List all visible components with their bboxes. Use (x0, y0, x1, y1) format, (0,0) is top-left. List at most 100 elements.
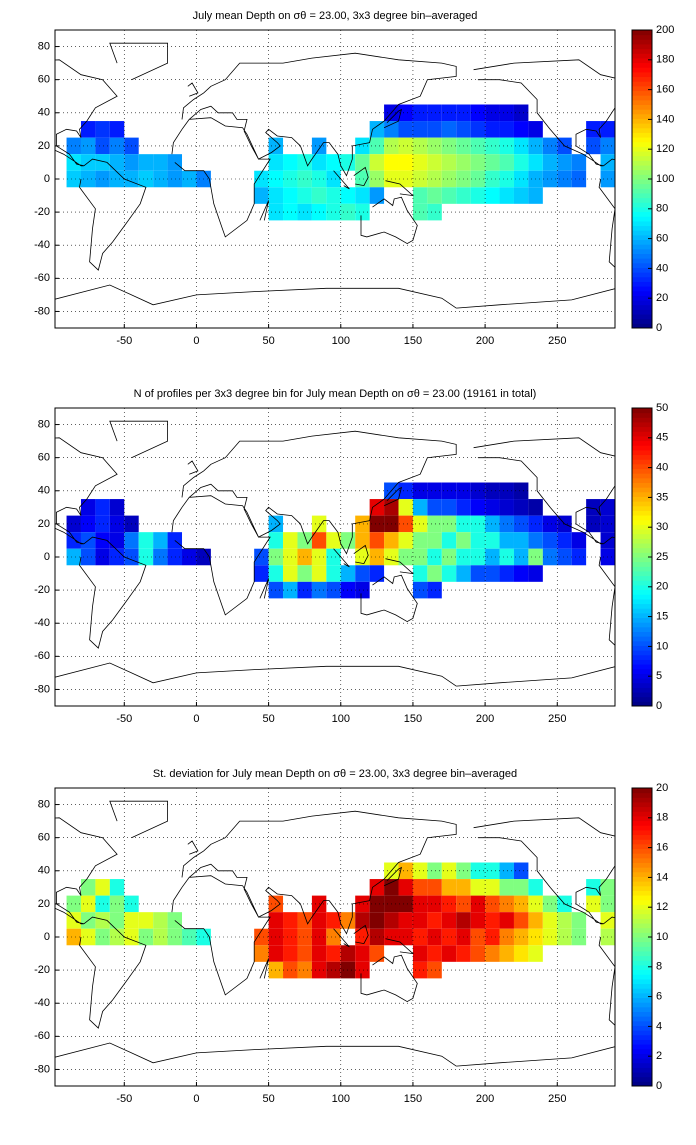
colorbar-swatch (632, 220, 652, 227)
colorbar-swatch (632, 258, 652, 264)
bin-cell (369, 532, 385, 549)
bin-cell (326, 154, 341, 171)
bin-cell (499, 121, 514, 138)
bin-cell (412, 945, 428, 962)
colorbar-swatch (632, 230, 652, 236)
bin-cell (283, 581, 298, 599)
bin-cell (326, 170, 341, 188)
colorbar-swatch (632, 932, 652, 938)
colorbar-tick-label: 10 (656, 931, 668, 943)
colorbar-swatch (632, 654, 652, 660)
colorbar-swatch (632, 557, 652, 563)
colorbar-swatch (632, 811, 652, 817)
colorbar-swatch (632, 90, 652, 96)
colorbar-swatch (632, 426, 652, 432)
bin-cell (355, 137, 370, 155)
bin-cell (167, 928, 183, 946)
colorbar-swatch (632, 566, 652, 572)
bin-cell (369, 187, 385, 204)
bin-cell (254, 170, 269, 188)
bin-cell (427, 187, 442, 204)
colorbar-swatch (632, 174, 652, 180)
bin-cell (470, 121, 486, 138)
colorbar-swatch (632, 519, 652, 525)
colorbar-swatch (632, 421, 652, 428)
bin-cell (485, 862, 500, 880)
colorbar-swatch (632, 1016, 652, 1022)
bin-cell (470, 499, 486, 516)
colorbar-swatch (632, 109, 652, 115)
colorbar-swatch (632, 561, 652, 567)
bin-cell (283, 170, 298, 188)
bin-cell (470, 895, 486, 913)
colorbar-swatch (632, 622, 652, 628)
colorbar-tick-label: 30 (656, 521, 668, 533)
colorbar-swatch (632, 501, 652, 507)
bin-cell (412, 961, 428, 979)
bin-cell (95, 912, 110, 929)
bin-cell (485, 499, 500, 516)
bin-cell (340, 912, 356, 929)
colorbar-swatch (632, 955, 652, 961)
colorbar-swatch (632, 202, 652, 208)
bin-cell (456, 121, 471, 138)
bin-cell (326, 912, 341, 929)
bin-cell (109, 154, 125, 171)
bin-cell (369, 154, 385, 171)
colorbar-swatch (632, 867, 652, 873)
colorbar-tick-label: 25 (656, 551, 668, 563)
bin-cell (485, 137, 500, 155)
colorbar-tick-label: 6 (656, 991, 662, 1003)
bin-cell (369, 879, 385, 896)
bin-cell (470, 104, 486, 122)
bin-cell (384, 121, 399, 138)
x-tick-label: 50 (262, 1093, 274, 1105)
bin-cell (470, 928, 486, 946)
x-tick-label: 0 (193, 713, 199, 725)
bin-cell (427, 121, 442, 138)
bin-cell (254, 187, 269, 204)
bin-cell (326, 187, 341, 204)
colorbar-swatch (632, 904, 652, 910)
colorbar-swatch (632, 678, 652, 684)
colorbar-swatch (632, 839, 652, 845)
bin-cell (398, 137, 413, 155)
bin-cell (254, 565, 269, 582)
bin-cell (95, 121, 110, 138)
bin-cell (254, 548, 269, 566)
bin-cell (398, 170, 413, 188)
bin-cell (355, 532, 370, 549)
bin-cell (326, 532, 341, 549)
bin-cell (441, 170, 457, 188)
bin-cell (412, 499, 428, 516)
bin-cell (355, 203, 370, 221)
bin-cell (427, 581, 442, 599)
colorbar-swatch (632, 244, 652, 250)
bin-cell (369, 928, 385, 946)
bin-cell (297, 912, 312, 929)
bin-cell (95, 154, 110, 171)
colorbar-tick-label: 100 (656, 173, 674, 185)
bin-cell (499, 928, 514, 946)
bin-cell (369, 137, 385, 155)
colorbar-swatch (632, 43, 652, 50)
bin-cell (542, 895, 558, 913)
x-tick-label: 250 (548, 1093, 566, 1105)
y-tick-label: -40 (34, 997, 50, 1009)
colorbar-swatch (632, 1039, 652, 1045)
colorbar-swatch (632, 216, 652, 222)
bin-cell (427, 961, 442, 979)
bin-cell (441, 482, 457, 500)
x-tick-label: 0 (193, 1093, 199, 1105)
x-tick-label: -50 (116, 713, 132, 725)
colorbar-swatch (632, 612, 652, 619)
bin-cell (542, 154, 558, 171)
colorbar-swatch (632, 160, 652, 166)
bin-cell (412, 203, 428, 221)
bin-cell (571, 928, 587, 946)
x-tick-label: 100 (332, 1093, 350, 1105)
bin-cell (571, 170, 587, 188)
colorbar-swatch (632, 477, 652, 483)
colorbar-swatch (632, 496, 652, 502)
bin-cell (66, 515, 81, 533)
